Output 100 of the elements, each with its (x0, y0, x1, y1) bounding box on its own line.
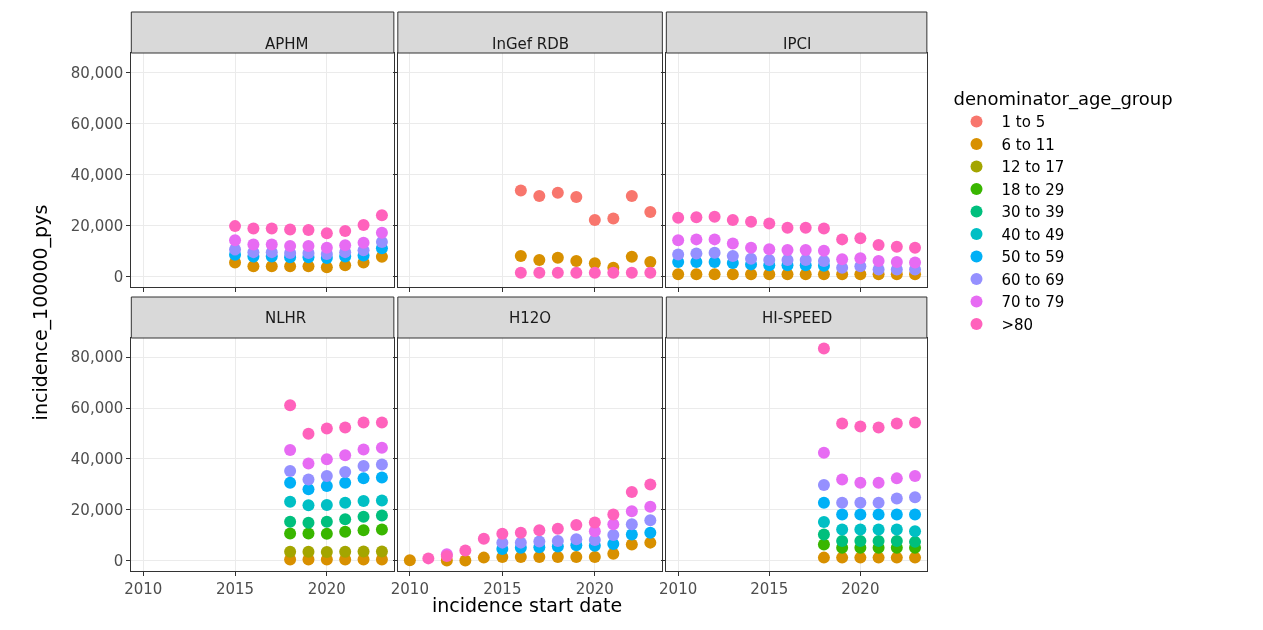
x-tick-label: 2020 (307, 580, 346, 598)
point (302, 545, 315, 558)
point (644, 266, 657, 279)
point (229, 220, 242, 233)
point (375, 458, 388, 471)
point (588, 516, 601, 529)
point (909, 470, 922, 483)
x-tick-label: 2015 (750, 580, 789, 598)
point (533, 254, 546, 267)
point (357, 236, 370, 249)
point (817, 551, 830, 564)
point (726, 249, 739, 262)
point (570, 255, 583, 268)
point (357, 443, 370, 456)
point (514, 266, 527, 279)
point (320, 422, 333, 435)
point (763, 243, 776, 256)
point (302, 516, 315, 529)
point (781, 244, 794, 257)
point (836, 535, 849, 548)
point (302, 527, 315, 540)
y-tick-label: 0 (113, 267, 124, 286)
point (265, 222, 278, 235)
point (284, 515, 297, 528)
point (265, 238, 278, 251)
point (302, 499, 315, 512)
point (551, 186, 564, 199)
point (357, 545, 370, 558)
point (909, 525, 922, 538)
point (781, 221, 794, 234)
point (284, 443, 297, 456)
point (644, 478, 657, 491)
point (625, 190, 638, 203)
y-tick-label: 80,000 (70, 63, 124, 82)
point (284, 240, 297, 252)
point (872, 535, 885, 548)
point (854, 232, 867, 245)
point (320, 499, 333, 512)
legend-label: >80 (1001, 315, 1034, 334)
point (551, 251, 564, 264)
point (690, 211, 703, 224)
point (625, 250, 638, 263)
x-tick-label: 2015 (215, 580, 255, 598)
point (284, 495, 297, 508)
point (533, 524, 546, 537)
point (644, 526, 657, 539)
point (339, 239, 352, 252)
point (302, 240, 315, 252)
point (588, 213, 601, 226)
point (799, 244, 812, 257)
point (726, 237, 739, 250)
point (890, 535, 903, 548)
point (625, 538, 638, 551)
y-axis-title: incidence_100000_pys (29, 204, 53, 421)
point (477, 532, 490, 545)
point (320, 453, 333, 466)
legend-label: 50 to 59 (1001, 248, 1065, 267)
point (339, 224, 352, 237)
point (284, 399, 297, 412)
legend-label: 1 to 5 (1001, 113, 1046, 132)
point (570, 533, 583, 546)
point (890, 508, 903, 521)
point (607, 212, 620, 225)
legend-label: 18 to 29 (1001, 180, 1065, 199)
point (890, 523, 903, 536)
point (672, 234, 685, 247)
point (909, 551, 922, 564)
point (357, 219, 370, 232)
point (496, 527, 509, 540)
point (339, 513, 352, 526)
point (817, 222, 830, 235)
point (339, 476, 352, 489)
point (872, 508, 885, 521)
point (909, 256, 922, 269)
legend-title: denominator_age_group (953, 88, 1173, 111)
point (570, 266, 583, 279)
point (403, 554, 416, 567)
point (625, 518, 638, 531)
point (909, 535, 922, 548)
legend-label: 40 to 49 (1001, 225, 1065, 244)
legend-label: 12 to 17 (1001, 158, 1065, 177)
y-tick-label: 40,000 (70, 450, 124, 469)
legend-label: 30 to 39 (1001, 203, 1065, 222)
point (909, 491, 922, 504)
chart-title: InGef RDB (492, 35, 570, 53)
point (320, 515, 333, 528)
point (551, 522, 564, 535)
point (607, 518, 620, 531)
point (690, 247, 703, 260)
point (708, 210, 721, 223)
point (320, 241, 333, 254)
point (644, 206, 657, 219)
point (477, 551, 490, 564)
point (570, 519, 583, 532)
point (817, 496, 830, 509)
point (357, 416, 370, 429)
point (817, 478, 830, 491)
point (229, 234, 242, 247)
y-tick-label: 20,000 (70, 216, 124, 235)
point (551, 535, 564, 548)
